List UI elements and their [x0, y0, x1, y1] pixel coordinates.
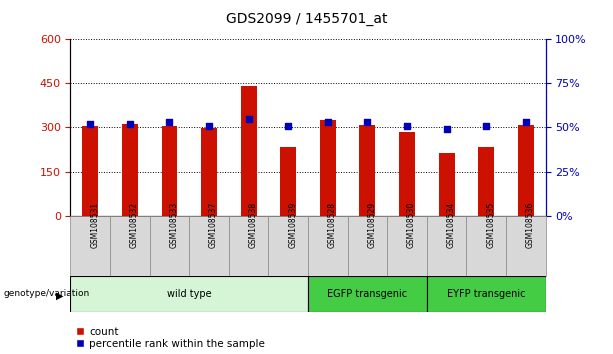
FancyBboxPatch shape: [150, 216, 189, 276]
FancyBboxPatch shape: [189, 216, 229, 276]
Text: wild type: wild type: [167, 289, 211, 299]
Bar: [439, 153, 454, 216]
Text: GSM108531: GSM108531: [90, 202, 99, 248]
Point: [362, 119, 372, 125]
FancyBboxPatch shape: [70, 276, 308, 312]
Bar: [162, 126, 177, 216]
Point: [323, 119, 333, 125]
Point: [402, 123, 412, 129]
FancyBboxPatch shape: [268, 216, 308, 276]
Point: [164, 119, 174, 125]
FancyBboxPatch shape: [348, 216, 387, 276]
FancyBboxPatch shape: [466, 216, 506, 276]
Point: [85, 121, 95, 127]
Bar: [241, 86, 257, 216]
Text: GSM108528: GSM108528: [328, 202, 337, 248]
FancyBboxPatch shape: [308, 276, 427, 312]
FancyBboxPatch shape: [506, 216, 546, 276]
Text: GSM108539: GSM108539: [288, 202, 297, 248]
Legend: count, percentile rank within the sample: count, percentile rank within the sample: [75, 327, 265, 349]
Point: [442, 126, 452, 132]
Text: GSM108535: GSM108535: [486, 202, 495, 248]
Bar: [518, 125, 534, 216]
FancyBboxPatch shape: [229, 216, 268, 276]
FancyBboxPatch shape: [110, 216, 150, 276]
FancyBboxPatch shape: [387, 216, 427, 276]
Bar: [399, 132, 415, 216]
Text: GSM108529: GSM108529: [367, 202, 376, 248]
Bar: [201, 128, 217, 216]
FancyBboxPatch shape: [70, 216, 110, 276]
Text: GSM108530: GSM108530: [407, 202, 416, 248]
FancyBboxPatch shape: [427, 276, 546, 312]
Bar: [478, 147, 494, 216]
Point: [481, 123, 491, 129]
Bar: [82, 126, 98, 216]
Text: genotype/variation: genotype/variation: [3, 289, 89, 298]
Text: GSM108536: GSM108536: [526, 202, 535, 248]
Bar: [122, 125, 138, 216]
FancyBboxPatch shape: [308, 216, 348, 276]
Point: [283, 123, 293, 129]
Text: GSM108538: GSM108538: [249, 202, 257, 248]
Text: GSM108537: GSM108537: [209, 202, 218, 248]
Point: [244, 116, 254, 121]
Point: [521, 119, 531, 125]
Text: GSM108534: GSM108534: [447, 202, 455, 248]
Text: GSM108532: GSM108532: [130, 202, 139, 248]
Bar: [359, 125, 375, 216]
Bar: [320, 120, 336, 216]
Text: GSM108533: GSM108533: [169, 202, 178, 248]
Text: EGFP transgenic: EGFP transgenic: [327, 289, 408, 299]
Point: [125, 121, 135, 127]
Bar: [280, 147, 296, 216]
FancyBboxPatch shape: [427, 216, 466, 276]
Text: EYFP transgenic: EYFP transgenic: [447, 289, 525, 299]
Point: [204, 123, 214, 129]
Text: GDS2099 / 1455701_at: GDS2099 / 1455701_at: [226, 12, 387, 27]
Text: ▶: ▶: [56, 291, 64, 301]
